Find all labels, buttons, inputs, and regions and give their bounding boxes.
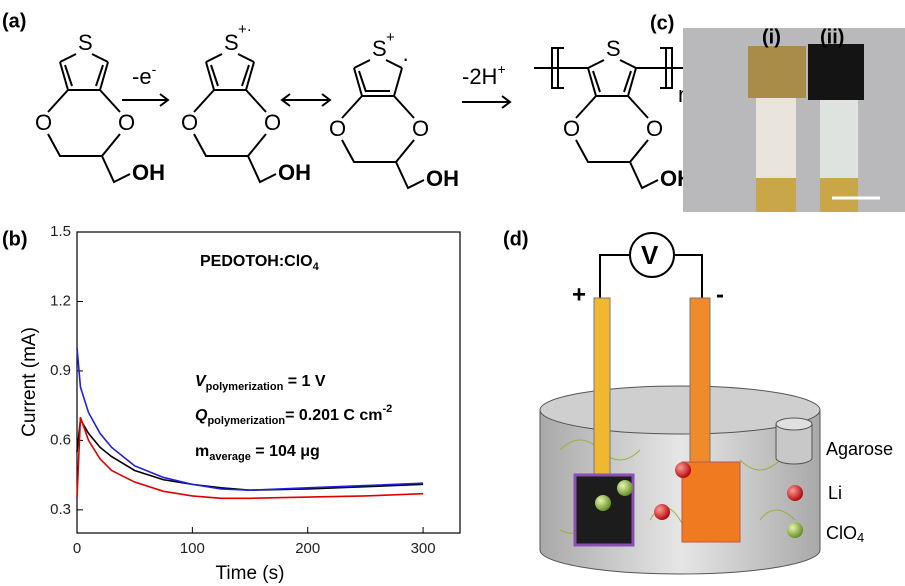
y-tick-label: 1.5 — [50, 223, 71, 240]
y-tick-label: 0.6 — [50, 431, 71, 448]
reaction-step: -e- — [132, 61, 157, 89]
group: OH — [426, 166, 459, 191]
atom: S — [78, 30, 93, 55]
panel-label: (a) — [2, 10, 26, 32]
terminal: - — [716, 281, 724, 308]
sample-label: (ii) — [820, 26, 844, 48]
chart-title: PEDOTOH:ClO4 — [200, 253, 320, 273]
atom: O — [118, 110, 135, 135]
structure: SOOOHn — [534, 36, 693, 191]
atom: O — [646, 116, 663, 141]
panel-label: (c) — [650, 12, 674, 34]
atom: O — [412, 116, 429, 141]
atom: S — [606, 36, 621, 61]
annotation: Vpolymerization = 1 V — [195, 373, 326, 393]
x-tick-label: 0 — [73, 540, 81, 557]
legend-label: ClO4 — [826, 523, 864, 546]
charge: + — [386, 29, 395, 46]
x-tick-label: 100 — [180, 540, 205, 557]
arrows — [122, 94, 510, 108]
panel-label: (d) — [503, 228, 529, 250]
atom: S — [372, 36, 387, 61]
bond — [576, 96, 658, 188]
bond — [194, 90, 276, 182]
bond — [48, 90, 130, 182]
x-axis-label: Time (s) — [216, 563, 285, 584]
panel-label: (b) — [2, 228, 28, 250]
legend-label: Agarose — [826, 439, 893, 459]
atom: O — [329, 116, 346, 141]
y-tick-label: 1.2 — [50, 292, 71, 309]
voltmeter: V — [641, 240, 659, 270]
charge: +· — [238, 21, 252, 38]
group: OH — [132, 160, 165, 185]
atom: O — [35, 110, 52, 135]
photo — [683, 28, 905, 212]
atom: O — [181, 110, 198, 135]
x-tick-label: 300 — [411, 540, 436, 557]
structure: S O O OH — [35, 30, 165, 185]
y-axis-label: Current (mA) — [19, 327, 40, 437]
reaction-step: -2H+ — [462, 61, 506, 89]
legend-label: Li — [828, 483, 842, 503]
x-tick-label: 200 — [295, 540, 320, 557]
structure: S O O OH +· — [181, 21, 311, 185]
y-tick-label: 0.3 — [50, 501, 71, 518]
y-tick-label: 0.9 — [50, 362, 71, 379]
charge: · — [402, 46, 409, 71]
bond — [342, 96, 424, 188]
sample-label: (i) — [762, 26, 781, 48]
atom: O — [264, 110, 281, 135]
atom: O — [563, 116, 580, 141]
group: OH — [278, 160, 311, 185]
structure: S O O OH + · — [329, 29, 459, 191]
annotation: Qpolymerization= 0.201 C cm-2 — [195, 403, 392, 427]
atom: S — [224, 30, 239, 55]
annotation: maverage = 104 μg — [195, 443, 320, 463]
terminal: + — [572, 281, 586, 308]
figure: (a) (b) (c) (d) -e- -2H+ SOOOHSOOOH+·SOO… — [0, 0, 905, 586]
